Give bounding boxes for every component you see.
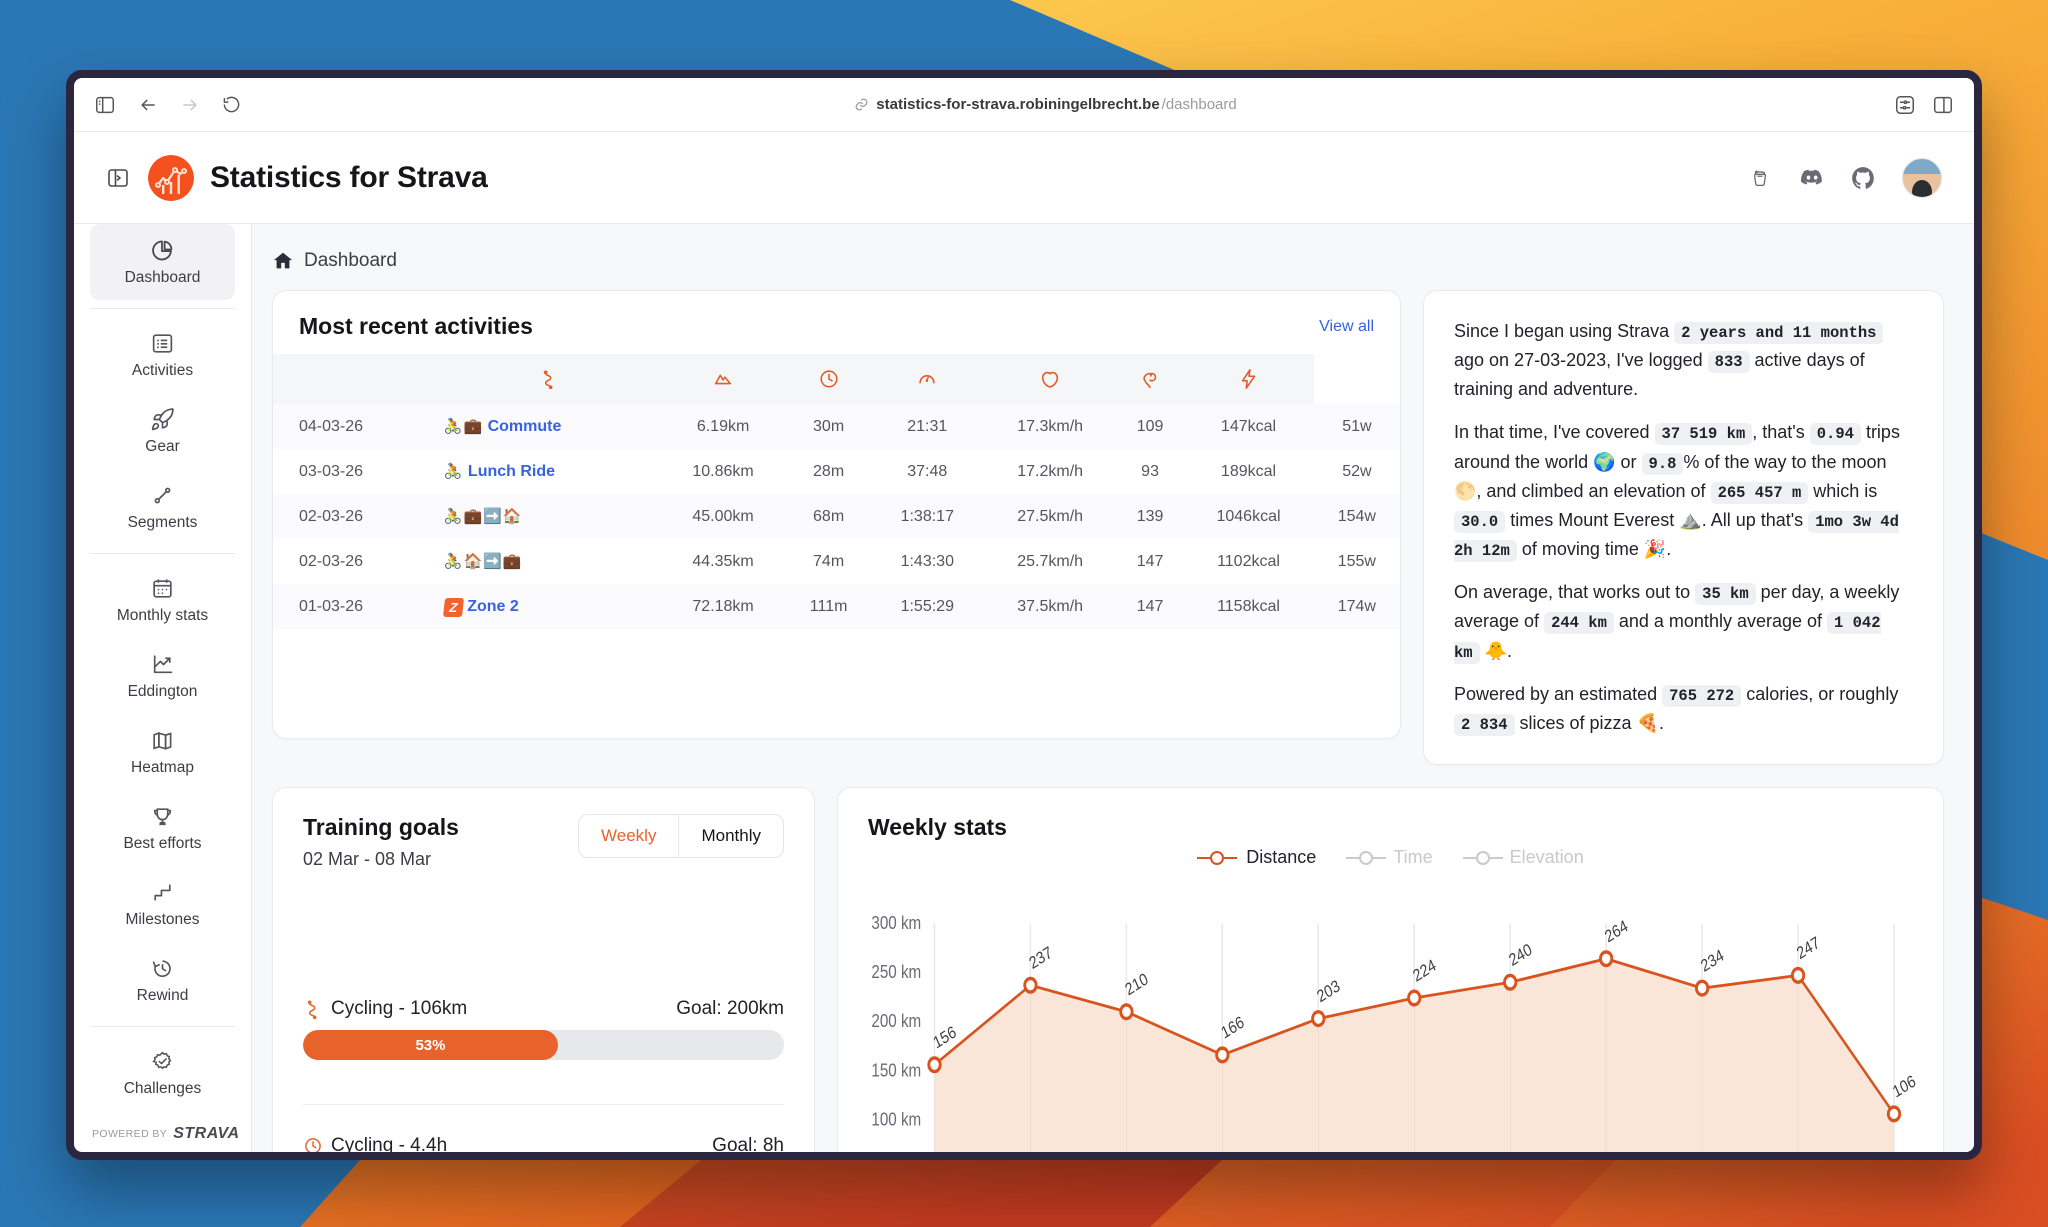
- svg-text:264: 264: [1603, 917, 1631, 947]
- svg-text:300 km: 300 km: [871, 913, 921, 934]
- svg-text:100 km: 100 km: [871, 1109, 921, 1130]
- svg-text:250 km: 250 km: [871, 962, 921, 983]
- svg-text:200 km: 200 km: [871, 1011, 921, 1032]
- svg-text:150 km: 150 km: [871, 1060, 921, 1081]
